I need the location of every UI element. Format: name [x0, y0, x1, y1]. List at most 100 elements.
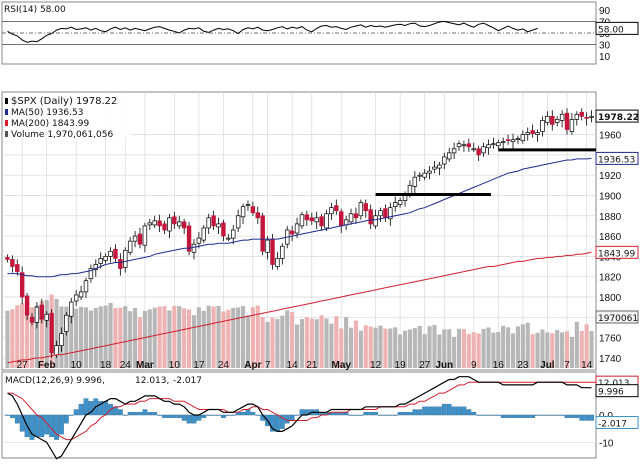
macd-histogram-bar — [373, 412, 378, 416]
macd-histogram-bar — [186, 414, 192, 424]
candle-body — [147, 222, 153, 226]
x-label-16: 16 — [493, 360, 505, 371]
macd-histogram-bar — [397, 412, 403, 416]
macd-histogram-bar — [520, 414, 526, 418]
macd-histogram-bar — [68, 414, 74, 416]
x-label-12: 12 — [370, 360, 382, 371]
macd-histogram-bar — [500, 414, 506, 418]
candle-body — [461, 144, 467, 147]
volume-bar — [216, 305, 221, 368]
x-label-10: 10 — [71, 360, 83, 371]
volume-bar — [260, 317, 265, 368]
candle-body — [545, 115, 550, 123]
price-candles — [5, 108, 594, 358]
macd-histogram-bar — [10, 414, 15, 418]
volume-bar — [123, 306, 128, 368]
macd-histogram-bar — [270, 414, 275, 432]
volume-bar — [10, 309, 15, 368]
candle-body — [73, 294, 79, 302]
volume-bar — [344, 317, 349, 368]
macd-histogram-bar — [127, 412, 133, 416]
volume-bar — [152, 307, 157, 368]
volume-bar — [417, 326, 422, 368]
price-tag-last-text: 1978.22 — [598, 113, 639, 123]
volume-bar — [118, 307, 123, 368]
legend-swatch — [5, 120, 8, 126]
macd-histogram-bar — [294, 414, 300, 416]
volume-bar — [506, 327, 511, 368]
candle-body — [299, 214, 305, 227]
macd-histogram-bar — [142, 409, 148, 416]
macd-histogram-bar — [510, 414, 516, 418]
candle-body — [177, 221, 182, 227]
macd-histogram-bar — [446, 403, 452, 416]
legend-swatch — [5, 131, 8, 137]
candle-body — [24, 295, 30, 316]
price-tick-1900: 1900 — [599, 191, 622, 202]
volume-bar — [334, 316, 339, 368]
macd-histogram-bar — [98, 401, 104, 416]
macd-signal-tag-text: 12.013 — [598, 379, 630, 389]
volume-bar — [285, 310, 290, 368]
macd-histogram-bar — [44, 414, 50, 435]
volume-bar — [98, 306, 103, 368]
candle-body — [481, 146, 486, 154]
price-tick-1800: 1800 — [599, 293, 622, 304]
volume-bar — [353, 320, 359, 368]
volume-bar — [545, 332, 550, 368]
candle-body — [397, 200, 403, 205]
candle-body — [226, 237, 231, 240]
legend-label: $SPX (Daily) 1978.22 — [11, 96, 117, 107]
candle-body — [181, 221, 187, 229]
volume-bar — [476, 333, 481, 368]
legend-label: Volume 1,970,061,056 — [11, 130, 113, 140]
x-label-Jul: Jul — [540, 360, 555, 371]
macd-histogram-bar — [569, 414, 575, 418]
candle-body — [446, 152, 452, 160]
macd-hist-tag-text: -2.017 — [598, 420, 627, 430]
macd-histogram-bar — [279, 414, 285, 429]
macd-histogram-bar — [59, 414, 64, 435]
macd-histogram-bar — [407, 412, 413, 416]
candle-body — [113, 248, 118, 259]
macd-histogram-bar — [535, 414, 540, 416]
candle-body — [520, 134, 526, 142]
candle-body — [530, 130, 535, 134]
support-resistance-lines — [375, 148, 596, 196]
macd-histogram-bar — [402, 412, 408, 416]
candle-body — [44, 313, 49, 321]
macd-histogram-bar — [54, 414, 59, 440]
macd-histogram-bar — [275, 414, 280, 432]
candle-body — [427, 170, 432, 174]
price-tick-1860: 1860 — [599, 232, 622, 243]
volume-bar — [555, 330, 560, 368]
candle-body — [231, 229, 236, 239]
candle-body — [471, 148, 476, 151]
candle-body — [407, 184, 413, 194]
volume-bar — [265, 321, 270, 368]
macd-histogram-bar — [554, 414, 560, 416]
volume-bar — [501, 325, 506, 368]
macd-histogram-bar — [221, 414, 226, 418]
macd-legend-label: MACD(12,26,9) 9.996, — [5, 376, 105, 386]
macd-hist-tag-box — [595, 416, 639, 430]
macd-histogram-bar — [176, 414, 182, 418]
candle-body — [167, 217, 172, 232]
volume-bar — [442, 329, 447, 368]
macd-histogram-bar — [353, 414, 359, 416]
candle-body — [162, 223, 167, 231]
volume-bar — [133, 308, 138, 368]
candle-body — [373, 215, 378, 227]
macd-histogram-bar — [137, 412, 143, 416]
volume-bar — [187, 309, 192, 368]
candle-body — [476, 148, 481, 156]
volume-bar — [74, 308, 79, 368]
rsi-value-tag-box — [595, 21, 639, 35]
macd-histogram-bar — [559, 414, 565, 416]
macd-histogram-bar — [432, 406, 437, 416]
volume-bar — [290, 311, 295, 368]
candle-body — [196, 237, 202, 244]
price-tick-1880: 1880 — [599, 212, 622, 223]
volume-bar — [481, 328, 486, 368]
